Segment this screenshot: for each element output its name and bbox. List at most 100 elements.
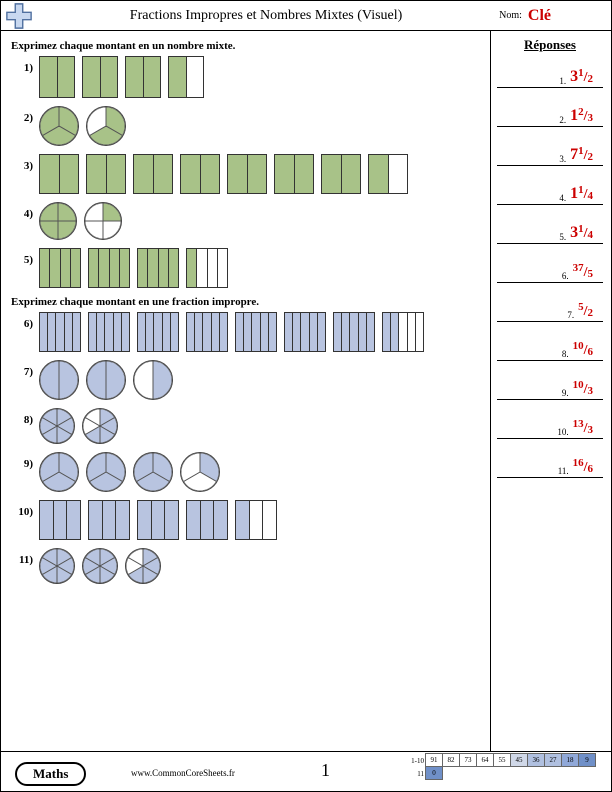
score-cell: 9: [578, 753, 596, 767]
fraction-cell: [107, 155, 126, 193]
answer-value: 31/2: [570, 67, 593, 86]
fraction-cell: [310, 313, 318, 351]
answer-value: 37/5: [573, 262, 593, 281]
problem-row: 10): [11, 500, 480, 540]
fraction-cell: [236, 501, 250, 539]
problem-row: 8): [11, 408, 480, 444]
fraction-cell: [389, 155, 408, 193]
answer-row: 6. 37/5: [497, 262, 603, 283]
fraction-cell: [244, 313, 252, 351]
fraction-cell: [87, 155, 107, 193]
fraction-cell: [152, 501, 166, 539]
fraction-circle: [133, 452, 173, 492]
fraction-cell: [269, 313, 276, 351]
fraction-cell: [48, 313, 56, 351]
fraction-cell: [154, 313, 162, 351]
problem-number: 1): [11, 62, 33, 74]
answer-number: 10.: [557, 427, 568, 437]
fraction-cell: [334, 313, 342, 351]
fraction-cell: [122, 313, 129, 351]
fraction-cell: [208, 249, 218, 287]
fraction-cell: [40, 501, 54, 539]
shapes-group: [39, 248, 228, 288]
fraction-cell: [154, 155, 173, 193]
header: Fractions Impropres et Nombres Mixtes (V…: [1, 1, 611, 31]
score-cell: 36: [527, 753, 545, 767]
score-cell: 27: [544, 753, 562, 767]
answer-number: 9.: [562, 388, 569, 398]
score-cell: 18: [561, 753, 579, 767]
fraction-cell: [342, 313, 350, 351]
problem-row: 1): [11, 56, 480, 98]
instruction-mixed: Exprimez chaque montant en un nombre mix…: [11, 40, 480, 52]
answer-row: 5.31/4: [497, 223, 603, 244]
fraction-rect: [168, 56, 204, 98]
fraction-rect: [137, 312, 179, 352]
fraction-rect: [382, 312, 424, 352]
problem-number: 11): [11, 554, 33, 566]
fraction-circle: [39, 202, 77, 240]
answer-number: 2.: [559, 115, 566, 125]
fraction-cell: [116, 501, 129, 539]
fraction-rect: [39, 248, 81, 288]
problem-row: 11): [11, 548, 480, 584]
fraction-circle: [125, 548, 161, 584]
shapes-group: [39, 312, 424, 352]
problem-row: 6): [11, 312, 480, 352]
fraction-circle: [39, 548, 75, 584]
fraction-cell: [134, 155, 154, 193]
worksheet-page: Fractions Impropres et Nombres Mixtes (V…: [0, 0, 612, 792]
fraction-circle: [86, 360, 126, 400]
fraction-circle: [86, 452, 126, 492]
answer-number: 5.: [559, 232, 566, 242]
fraction-cell: [171, 313, 178, 351]
answer-row: 7.5/2: [497, 301, 603, 322]
score-cell: 0: [425, 766, 443, 780]
fraction-rect: [333, 312, 375, 352]
fraction-cell: [201, 501, 215, 539]
fraction-rect: [180, 154, 220, 194]
fraction-circle: [84, 202, 122, 240]
score-grid: 1-109182736455453627189110: [402, 754, 605, 781]
fraction-cell: [252, 313, 260, 351]
answer-row: 1.31/2: [497, 67, 603, 88]
fraction-cell: [187, 313, 195, 351]
score-cell: 64: [476, 753, 494, 767]
fraction-cell: [99, 249, 109, 287]
fraction-cell: [169, 249, 178, 287]
fraction-cell: [138, 249, 148, 287]
fraction-rect: [39, 312, 81, 352]
subject-badge: Maths: [15, 762, 86, 786]
fraction-cell: [275, 155, 295, 193]
fraction-cell: [40, 249, 50, 287]
fraction-rect: [274, 154, 314, 194]
problem-number: 2): [11, 112, 33, 124]
fraction-cell: [293, 313, 301, 351]
content: Exprimez chaque montant en un nombre mix…: [1, 31, 611, 751]
answer-row: 4.11/4: [497, 184, 603, 205]
fraction-cell: [65, 313, 73, 351]
fraction-cell: [197, 249, 207, 287]
fraction-cell: [146, 313, 154, 351]
fraction-rect: [227, 154, 267, 194]
fraction-cell: [120, 249, 129, 287]
shapes-group: [39, 154, 408, 194]
problem-row: 9): [11, 452, 480, 492]
fraction-cell: [263, 501, 276, 539]
problem-number: 7): [11, 366, 33, 378]
answer-number: 11.: [558, 466, 569, 476]
name-value: Clé: [528, 7, 551, 25]
fraction-cell: [114, 313, 122, 351]
fraction-cell: [318, 313, 325, 351]
footer-url: www.CommonCoreSheets.fr: [131, 768, 235, 778]
fraction-cell: [212, 313, 220, 351]
fraction-rect: [88, 248, 130, 288]
fraction-cell: [40, 155, 60, 193]
fraction-cell: [181, 155, 201, 193]
answer-number: 6.: [562, 271, 569, 281]
fraction-cell: [83, 57, 101, 97]
fraction-cell: [50, 249, 60, 287]
fraction-cell: [261, 313, 269, 351]
answer-row: 10.13/3: [497, 418, 603, 439]
fraction-cell: [89, 501, 103, 539]
